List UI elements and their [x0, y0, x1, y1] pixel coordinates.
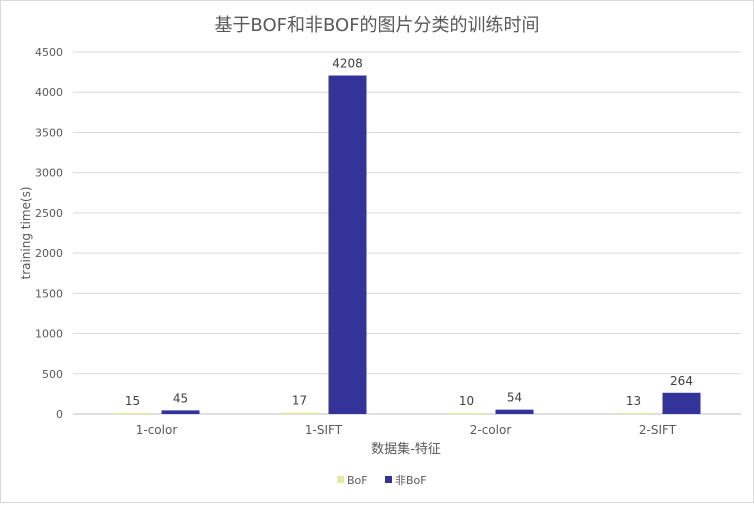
bar-bof-1-color [113, 412, 152, 414]
data-label: 45 [173, 391, 188, 405]
legend: BoF 非BoF [337, 474, 427, 487]
x-tick-label: 2-SIFT [639, 423, 677, 437]
gridlines [73, 51, 741, 415]
bar-non-bof-1-color [161, 410, 200, 414]
data-label: 15 [125, 394, 140, 408]
y-tick-label: 3500 [35, 126, 63, 139]
y-axis-ticks: 0 500 1000 1500 2000 2500 3000 3500 4000 4500 [35, 46, 63, 421]
bar-bof-1-sift [280, 412, 319, 414]
data-label: 264 [670, 374, 693, 388]
data-label: 13 [626, 394, 641, 408]
bar-bof-2-sift [614, 412, 653, 414]
data-label: 10 [459, 394, 474, 408]
data-labels: 15 45 17 4208 10 54 13 264 [125, 56, 693, 408]
y-tick-label: 1000 [35, 328, 63, 341]
y-tick-label: 4000 [35, 86, 63, 99]
legend-label-bof: BoF [347, 474, 368, 487]
x-tick-label: 1-color [136, 423, 178, 437]
y-tick-label: 2500 [35, 207, 63, 220]
y-tick-label: 2000 [35, 247, 63, 260]
chart-title: 基于BOF和非BOF的图片分类的训练时间 [214, 15, 539, 36]
x-tick-label: 2-color [470, 423, 512, 437]
data-label: 54 [507, 391, 522, 405]
legend-swatch-non-bof [385, 476, 392, 483]
legend-label-non-bof: 非BoF [395, 474, 427, 487]
y-axis-label: training time(s) [19, 186, 33, 279]
y-tick-label: 0 [56, 408, 63, 421]
bar-non-bof-2-sift [662, 392, 701, 414]
bar-bof-2-color [447, 413, 486, 414]
data-label: 4208 [332, 56, 363, 70]
y-tick-label: 500 [42, 368, 63, 381]
x-axis-label: 数据集-特征 [371, 441, 441, 457]
bar-non-bof-1-sift [328, 75, 367, 414]
data-label: 17 [292, 394, 307, 408]
y-tick-label: 1500 [35, 287, 63, 300]
bar-non-bof-2-color [495, 409, 534, 414]
x-axis-ticks: 1-color 1-SIFT 2-color 2-SIFT [136, 423, 677, 437]
x-tick-label: 1-SIFT [305, 423, 343, 437]
y-tick-label: 3000 [35, 167, 63, 180]
legend-swatch-bof [337, 476, 344, 483]
y-tick-label: 4500 [35, 46, 63, 59]
bars [113, 75, 701, 414]
